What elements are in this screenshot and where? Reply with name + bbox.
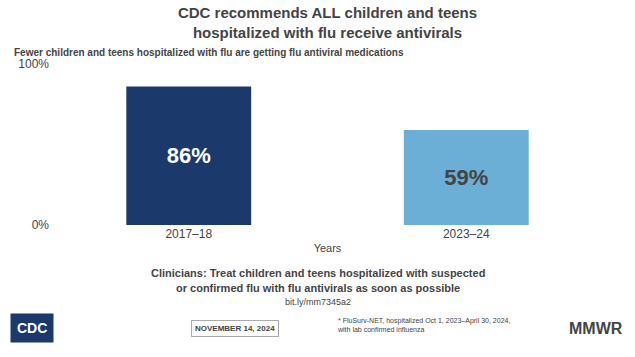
svg-text:2017–18: 2017–18 [165, 227, 212, 241]
svg-text:NOVEMBER 14, 2024: NOVEMBER 14, 2024 [195, 324, 275, 333]
svg-text:CDC: CDC [17, 320, 47, 336]
svg-text:Years: Years [314, 242, 342, 254]
svg-text:* FluSurv-NET, hospitalized Oc: * FluSurv-NET, hospitalized Oct 1, 2023–… [337, 317, 510, 333]
svg-text:59%: 59% [444, 165, 488, 190]
svg-text:MMWR: MMWR [569, 320, 623, 337]
svg-text:or confirmed flu with flu anti: or confirmed flu with flu antivirals as … [176, 282, 460, 294]
svg-text:2023–24: 2023–24 [443, 227, 490, 241]
svg-text:CDC recommends ALL children an: CDC recommends ALL children and teenshos… [178, 4, 477, 41]
svg-text:Clinicians: Treat children and: Clinicians: Treat children and teens hos… [151, 267, 485, 279]
svg-text:Fewer children and teens hospi: Fewer children and teens hospitalized wi… [14, 47, 404, 58]
svg-text:86%: 86% [167, 143, 211, 168]
svg-text:0%: 0% [32, 218, 50, 232]
svg-text:bit.ly/mm7345a2: bit.ly/mm7345a2 [285, 297, 351, 307]
svg-text:100%: 100% [18, 57, 49, 71]
